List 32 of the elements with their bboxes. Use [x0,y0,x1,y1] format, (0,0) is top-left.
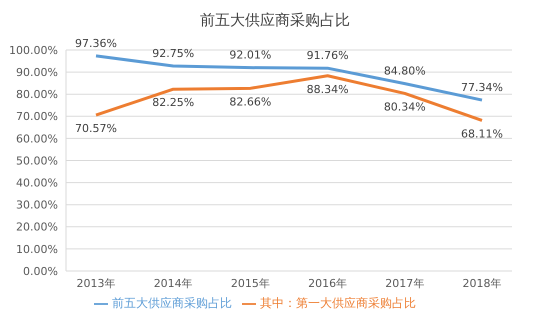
y-tick-label: 100.00% [9,44,58,57]
legend-label: 前五大供应商采购占比 [112,296,232,310]
data-label: 84.80% [384,64,426,78]
data-label: 77.34% [461,81,503,94]
y-tick-label: 10.00% [16,242,58,256]
x-tick-label: 2016年 [308,276,348,290]
x-tick-label: 2014年 [154,276,193,290]
legend-label: 其中：第一大供应商采购占比 [260,296,416,310]
data-label: 68.11% [461,127,503,140]
y-tick-label: 50.00% [16,154,58,168]
data-label: 92.75% [152,47,194,60]
y-tick-label: 60.00% [16,132,58,146]
y-tick-label: 20.00% [16,220,58,234]
y-tick-label: 40.00% [16,176,58,190]
y-tick-label: 30.00% [16,198,58,212]
y-tick-label: 90.00% [16,66,58,80]
x-tick-label: 2015年 [230,276,270,290]
x-tick-label: 2018年 [462,276,502,290]
y-tick-label: 70.00% [16,110,58,124]
data-label: 91.76% [306,49,349,62]
x-tick-label: 2017年 [385,276,424,290]
data-label: 70.57% [75,122,117,136]
chart-title: 前五大供应商采购占比 [199,10,351,31]
data-label: 92.01% [229,48,272,62]
x-tick-label: 2013年 [76,276,116,290]
data-label: 80.34% [384,100,426,114]
data-label: 88.34% [306,82,349,96]
data-label: 97.36% [75,36,117,50]
data-label: 82.25% [152,96,194,110]
data-label: 82.66% [229,95,272,108]
y-tick-label: 80.00% [16,88,58,102]
y-tick-label: 0.00% [23,264,58,278]
